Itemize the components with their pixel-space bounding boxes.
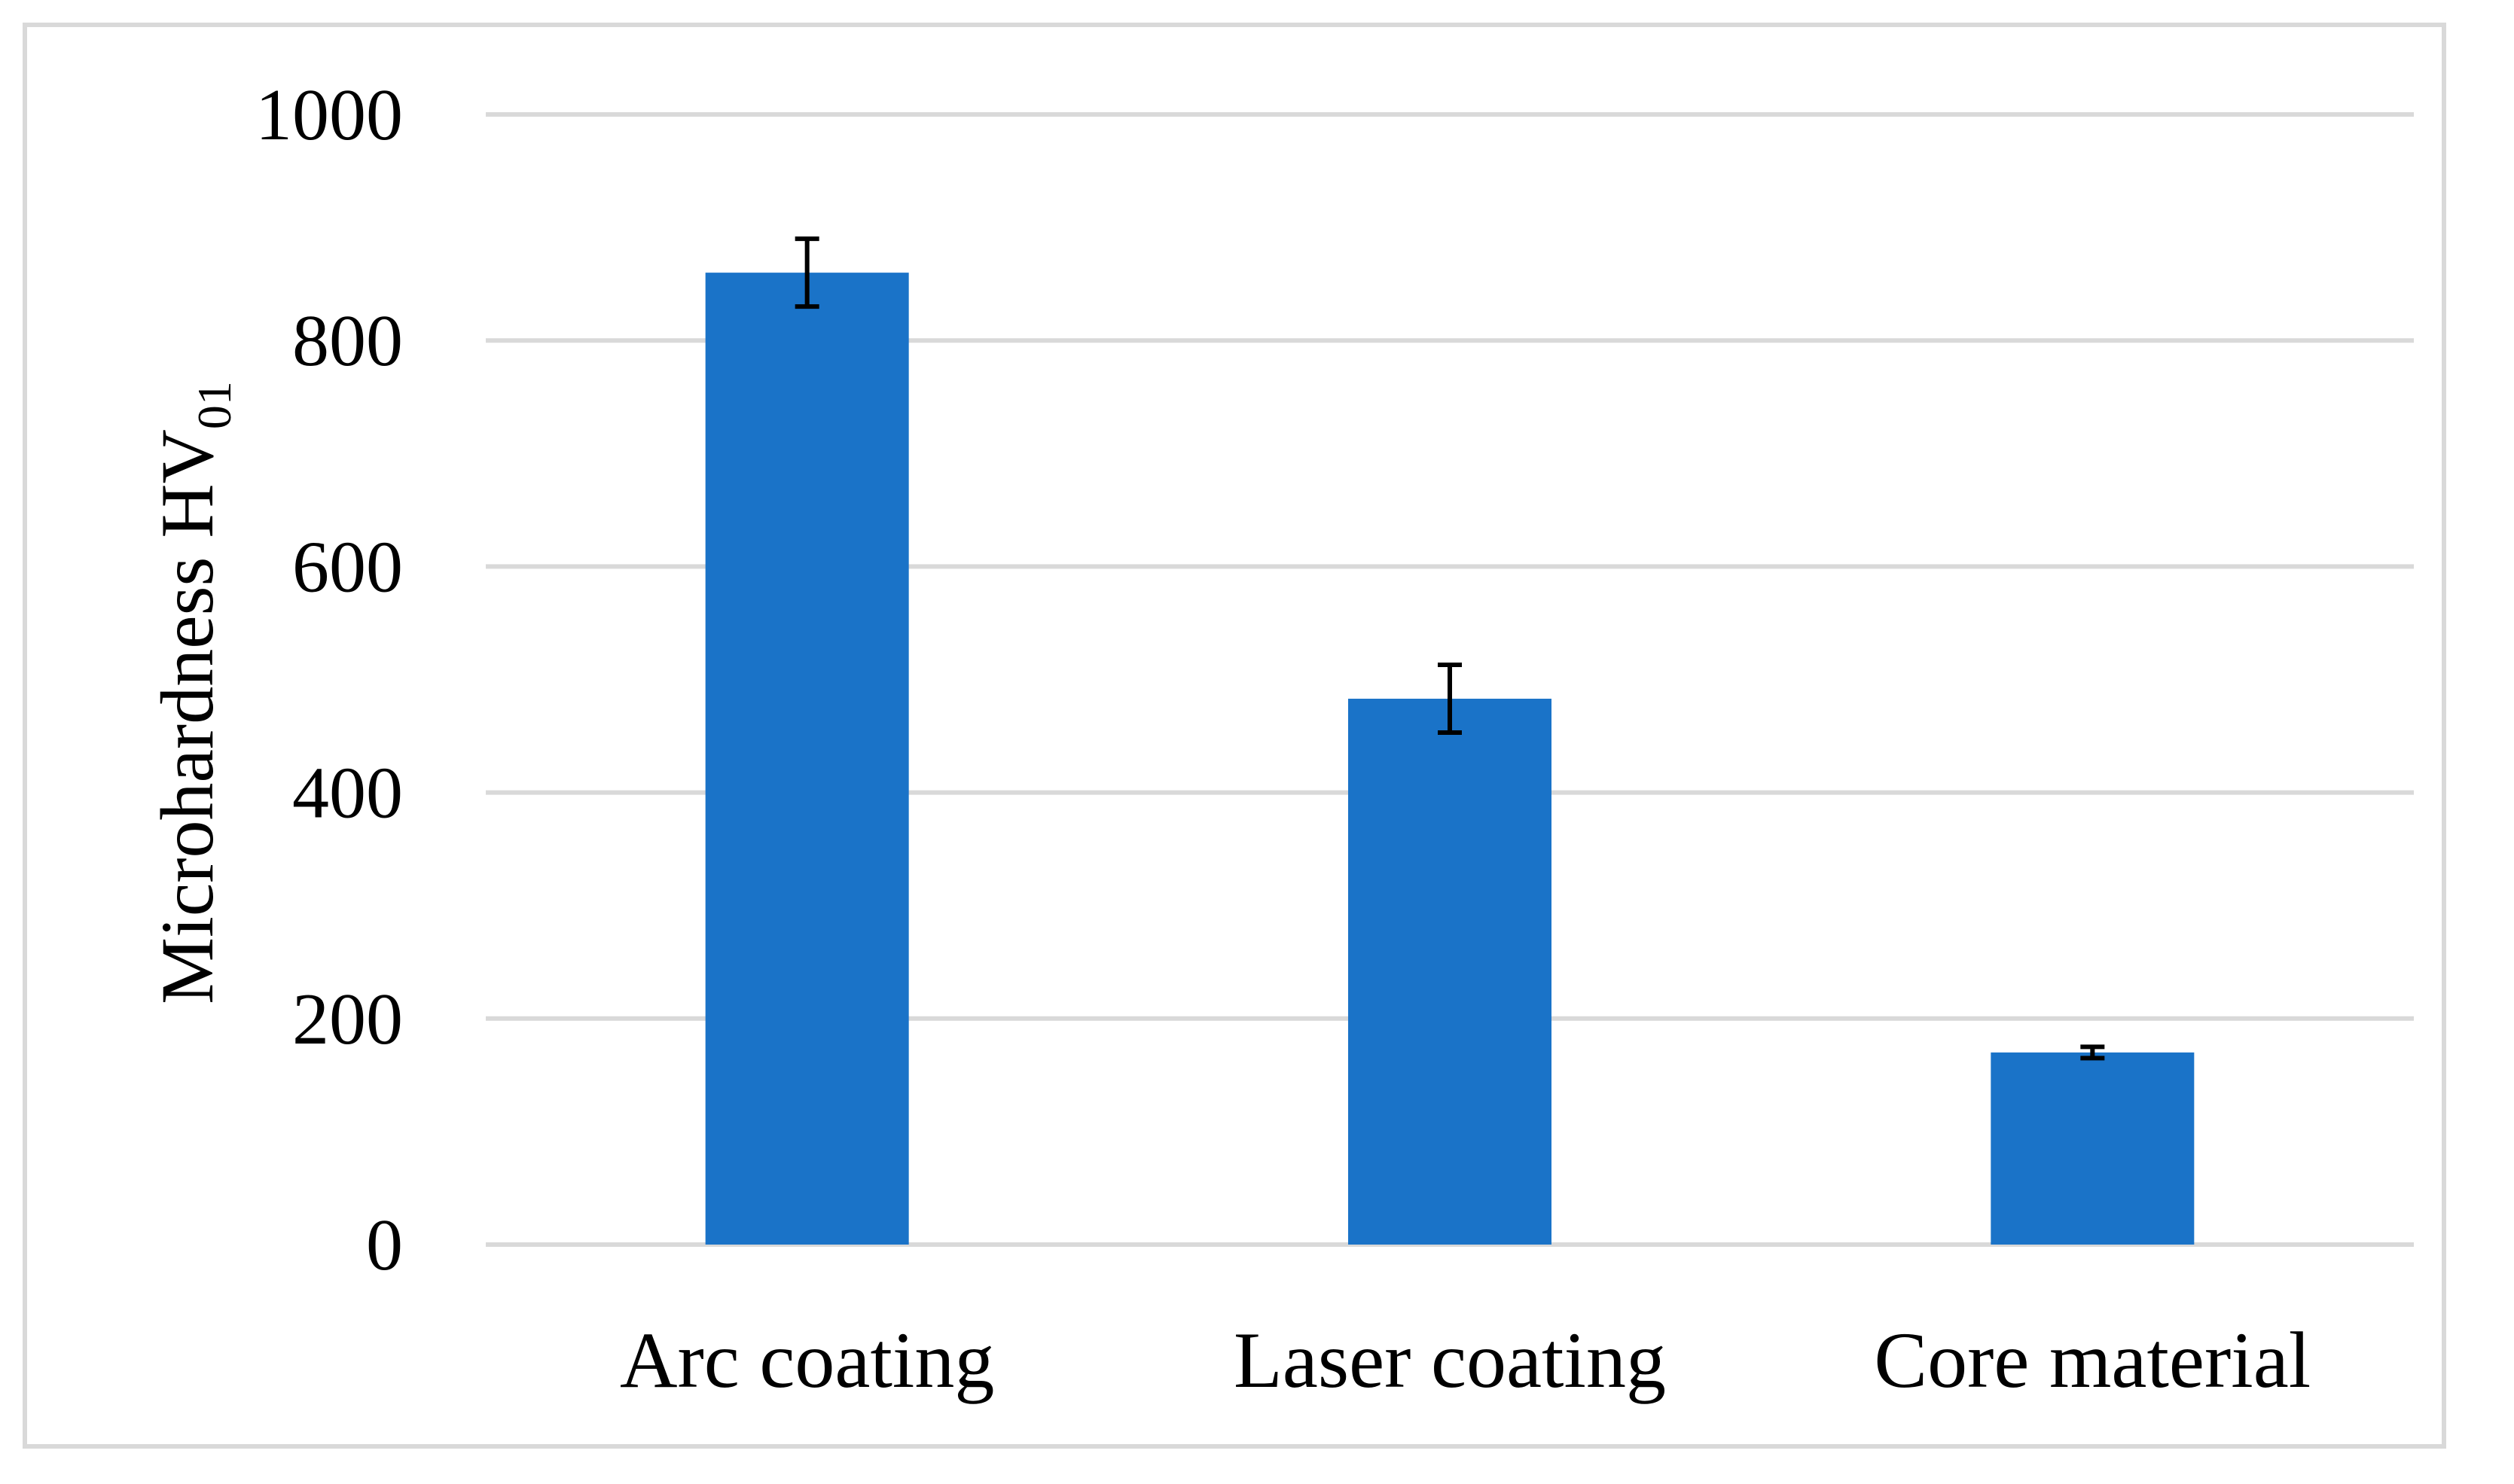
bar-arc-coating xyxy=(705,273,909,1245)
error-bar-laser-coating xyxy=(1438,662,1462,736)
x-axis-labels: Arc coating Laser coating Core material xyxy=(620,1316,2311,1404)
y-tick-label-600: 600 xyxy=(292,526,403,608)
bar-core-material xyxy=(1991,1052,2195,1245)
error-bar-core-material xyxy=(2080,1044,2105,1061)
bars xyxy=(705,273,2195,1245)
x-label-core-material: Core material xyxy=(1874,1316,2311,1404)
x-label-arc-coating: Arc coating xyxy=(620,1316,994,1404)
error-bars xyxy=(795,236,2105,1061)
y-axis-title-main: Microhardness HV xyxy=(145,429,229,1004)
y-tick-label-1000: 1000 xyxy=(255,75,403,156)
bar-laser-coating xyxy=(1348,699,1551,1245)
y-tick-label-0: 0 xyxy=(366,1205,403,1286)
x-label-laser-coating: Laser coating xyxy=(1234,1316,1666,1404)
error-bar-arc-coating xyxy=(795,236,819,309)
y-axis-title: Microhardness HV01 xyxy=(145,381,241,1004)
y-axis-title-subscript: 01 xyxy=(188,381,241,429)
y-axis-ticks: 0 200 400 600 800 1000 xyxy=(255,75,403,1286)
y-tick-label-800: 800 xyxy=(292,300,403,382)
y-tick-label-200: 200 xyxy=(292,979,403,1060)
y-tick-label-400: 400 xyxy=(292,753,403,834)
